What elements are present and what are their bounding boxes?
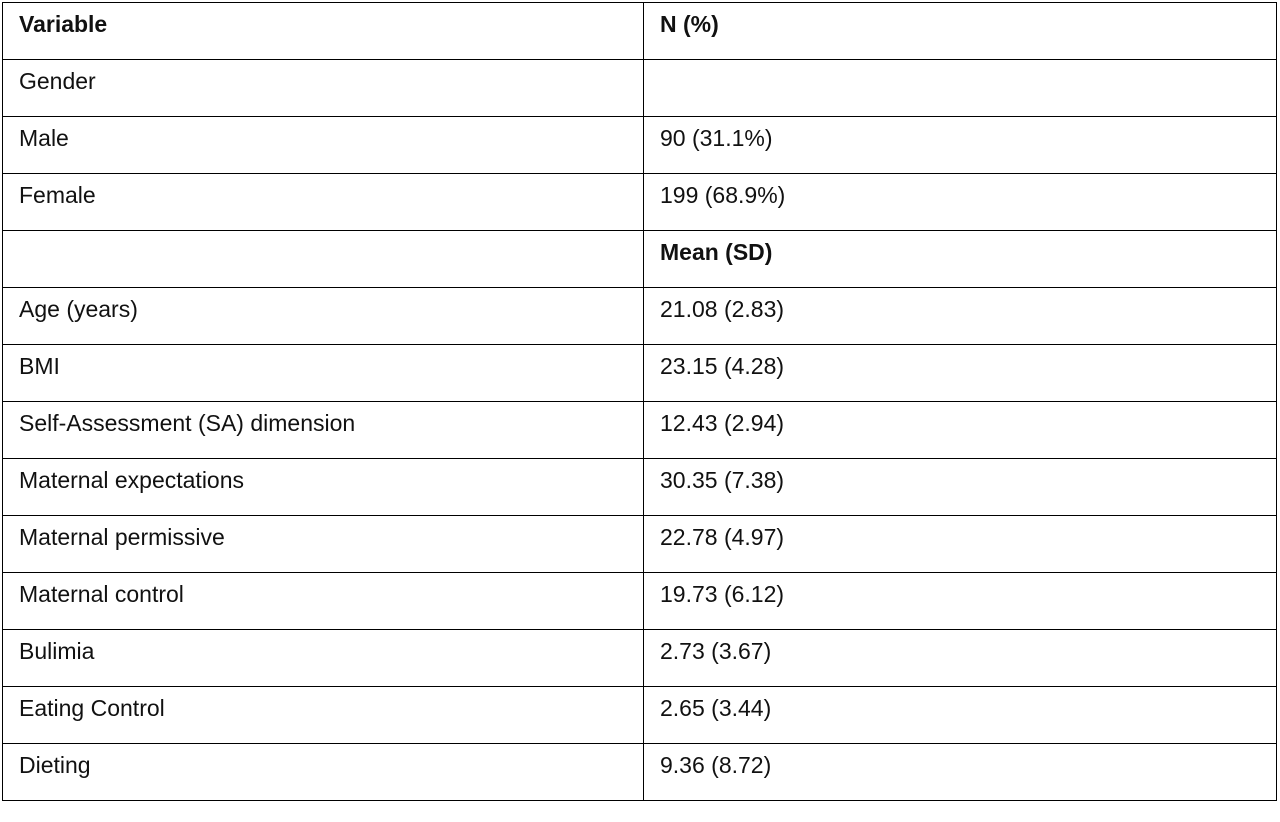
variable-cell: Dieting — [2, 743, 644, 801]
table-row: Self-Assessment (SA) dimension 12.43 (2.9… — [2, 401, 1277, 459]
value-cell: 2.73 (3.67) — [643, 629, 1277, 687]
header-cell: N (%) — [643, 2, 1277, 60]
variable-cell: Maternal control — [2, 572, 644, 630]
variable-cell: Eating Control — [2, 686, 644, 744]
value-cell: 2.65 (3.44) — [643, 686, 1277, 744]
table-body: Variable N (%) Gender Male 90 (31.1%) Femal… — [2, 2, 1277, 801]
value-cell: 22.78 (4.97) — [643, 515, 1277, 573]
value-cell: 90 (31.1%) — [643, 116, 1277, 174]
subheader-cell: Mean (SD) — [643, 230, 1277, 288]
value-cell: 30.35 (7.38) — [643, 458, 1277, 516]
cell — [2, 230, 644, 288]
variable-cell: Male — [2, 116, 644, 174]
variable-cell: BMI — [2, 344, 644, 402]
value-cell: 21.08 (2.83) — [643, 287, 1277, 345]
table-row: Mean (SD) — [2, 230, 1277, 288]
data-table: Variable N (%) Gender Male 90 (31.1%) Femal… — [2, 2, 1277, 801]
value-cell: 199 (68.9%) — [643, 173, 1277, 231]
value-cell: 23.15 (4.28) — [643, 344, 1277, 402]
table-row: Dieting 9.36 (8.72) — [2, 743, 1277, 801]
variable-cell: Female — [2, 173, 644, 231]
value-cell — [643, 59, 1277, 117]
table-row: Age (years) 21.08 (2.83) — [2, 287, 1277, 345]
value-cell: 12.43 (2.94) — [643, 401, 1277, 459]
variable-cell: Self-Assessment (SA) dimension — [2, 401, 644, 459]
value-cell: 19.73 (6.12) — [643, 572, 1277, 630]
table-row: Maternal expectations 30.35 (7.38) — [2, 458, 1277, 516]
header-row: Variable N (%) — [2, 2, 1277, 60]
table-row: Bulimia 2.73 (3.67) — [2, 629, 1277, 687]
table-row: Male 90 (31.1%) — [2, 116, 1277, 174]
value-cell: 9.36 (8.72) — [643, 743, 1277, 801]
table-row: BMI 23.15 (4.28) — [2, 344, 1277, 402]
variable-cell: Bulimia — [2, 629, 644, 687]
variable-cell: Gender — [2, 59, 644, 117]
variable-cell: Maternal expectations — [2, 458, 644, 516]
table-row: Maternal permissive 22.78 (4.97) — [2, 515, 1277, 573]
table-row: Eating Control 2.65 (3.44) — [2, 686, 1277, 744]
table-row: Maternal control 19.73 (6.12) — [2, 572, 1277, 630]
variable-cell: Maternal permissive — [2, 515, 644, 573]
table-row: Female 199 (68.9%) — [2, 173, 1277, 231]
variable-cell: Age (years) — [2, 287, 644, 345]
header-cell: Variable — [2, 2, 644, 60]
table-row: Gender — [2, 59, 1277, 117]
